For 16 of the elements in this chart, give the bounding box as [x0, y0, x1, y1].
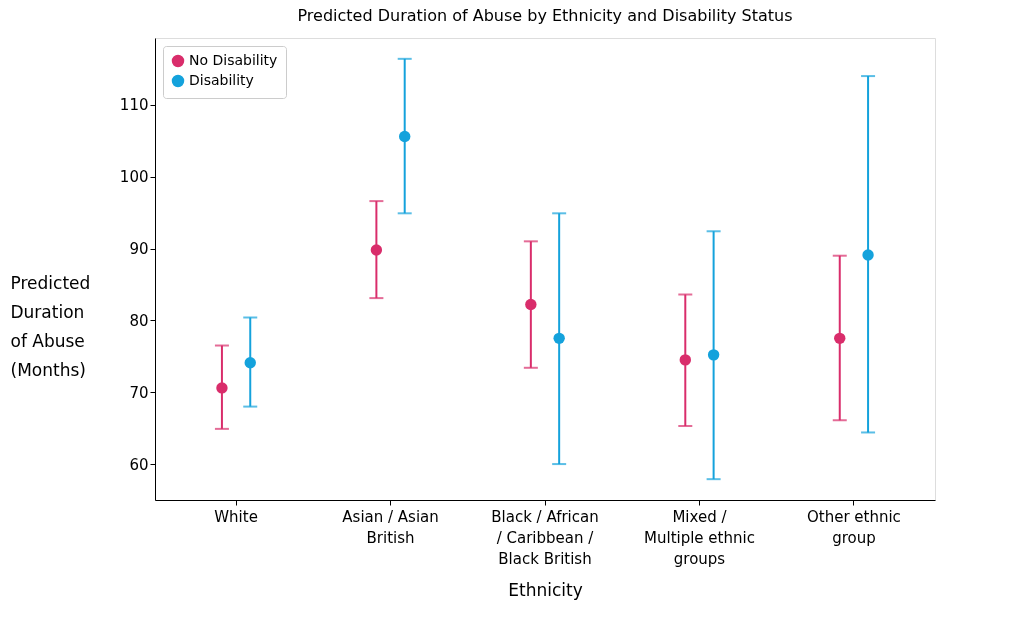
x-tick-label: White [214, 507, 258, 526]
y-tick-label: 100 [119, 168, 149, 187]
x-tick-label: Mixed / Multiple ethnic groups [644, 507, 755, 568]
chart-title: Predicted Duration of Abuse by Ethnicity and Disability Status [297, 6, 793, 25]
y-tick-label: 70 [129, 383, 149, 402]
x-tick-label: Asian / Asian British [342, 507, 439, 547]
y-axis-title: Predicted Duration of Abuse (Months) [10, 272, 91, 380]
x-tick-label: Other ethnic group [806, 507, 901, 547]
x-tick-label: Black / African / Caribbean / Black British [491, 507, 599, 568]
y-tick-label: 80 [129, 311, 149, 330]
x-axis-title: Ethnicity [508, 579, 583, 600]
legend-label: Disability [189, 72, 254, 88]
y-tick-label: 110 [119, 96, 149, 115]
y-tick-label: 90 [129, 240, 149, 259]
legend-label: No Disability [189, 52, 278, 68]
y-tick-label: 60 [129, 455, 149, 474]
